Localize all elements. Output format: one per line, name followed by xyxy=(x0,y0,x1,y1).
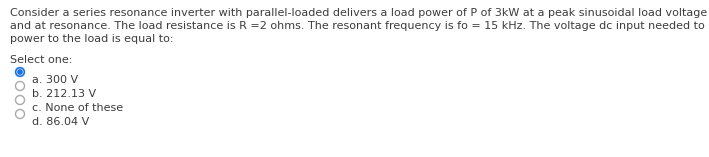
Text: and at resonance. The load resistance is R =2 ohms. The resonant frequency is fo: and at resonance. The load resistance is… xyxy=(10,21,709,31)
Text: c. None of these: c. None of these xyxy=(32,103,123,113)
Text: d. 86.04 V: d. 86.04 V xyxy=(32,117,89,127)
Text: a. 300 V: a. 300 V xyxy=(32,75,78,85)
Text: Select one:: Select one: xyxy=(10,55,72,65)
Circle shape xyxy=(18,70,22,74)
Text: power to the load is equal to:: power to the load is equal to: xyxy=(10,34,174,44)
Text: b. 212.13 V: b. 212.13 V xyxy=(32,89,96,99)
Circle shape xyxy=(16,68,25,76)
Circle shape xyxy=(17,69,23,75)
Text: Consider a series resonance inverter with parallel-loaded delivers a load power : Consider a series resonance inverter wit… xyxy=(10,8,709,18)
